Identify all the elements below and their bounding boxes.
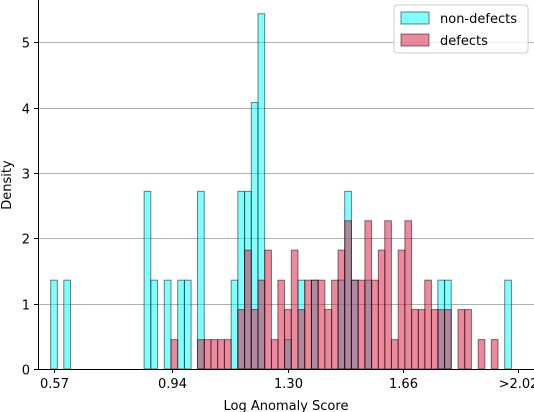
bar-defects (437, 309, 446, 370)
y-tick-label: 4 (22, 103, 30, 118)
bar-defects (457, 309, 466, 370)
bar-defects (411, 309, 419, 370)
bar-defects (203, 339, 212, 370)
bar-non-defects (143, 190, 152, 370)
legend-swatch-defects (400, 33, 430, 47)
bar-defects (297, 309, 306, 370)
bar-defects (464, 309, 472, 370)
bar-defects (304, 279, 312, 370)
bar-defects (317, 279, 326, 370)
bar-defects (344, 220, 352, 370)
bar-defects (217, 339, 225, 370)
bar-defects (264, 249, 272, 370)
bar-non-defects (63, 279, 71, 370)
axis-ticks: 0 1 2 3 4 5 0.57 0.94 1.30 1.66 >2.02 (22, 37, 534, 393)
bar-non-defects (150, 279, 159, 370)
bar-defects (244, 249, 252, 370)
bar-defects (324, 309, 333, 370)
bar-non-defects (177, 279, 185, 370)
bar-defects (350, 279, 359, 370)
y-tick-label: 1 (22, 299, 30, 314)
bar-defects (290, 249, 299, 370)
legend: non-defects defects (393, 4, 529, 54)
x-tick-label: 1.66 (389, 377, 418, 392)
bar-defects (417, 309, 426, 370)
bar-non-defects (230, 279, 239, 370)
bar-defects (331, 279, 339, 370)
bar-defects (197, 339, 205, 370)
y-tick-label: 3 (22, 168, 30, 183)
bar-defects (384, 220, 392, 370)
bar-defects (223, 339, 232, 370)
bar-defects (390, 339, 399, 370)
y-tick-label: 0 (22, 364, 30, 379)
bar-non-defects (50, 279, 58, 370)
bar-defects (357, 279, 366, 370)
bar-defects (284, 309, 292, 370)
bar-defects (250, 309, 259, 370)
bar-defects (364, 220, 373, 370)
bar-non-defects (163, 279, 172, 370)
bar-defects (237, 309, 246, 370)
x-tick-label: 0.57 (40, 377, 69, 392)
axes (38, 0, 534, 370)
bar-non-defects (183, 279, 192, 370)
bar-defects (337, 249, 346, 370)
bar-defects (310, 279, 319, 370)
grid-lines (38, 42, 534, 305)
bar-defects (430, 309, 439, 370)
bar-defects (444, 309, 452, 370)
bar-defects (397, 249, 406, 370)
x-tick-label: >2.02 (499, 377, 534, 392)
bar-defects (377, 249, 386, 370)
x-tick-label: 0.94 (158, 377, 187, 392)
bar-defects (270, 339, 279, 370)
legend-label-defects: defects (440, 34, 488, 49)
bar-non-defects (504, 279, 512, 370)
bar-defects (170, 339, 179, 370)
legend-label-non-defects: non-defects (440, 12, 517, 27)
x-tick-label: 1.30 (274, 377, 303, 392)
bar-defects (490, 339, 499, 370)
y-tick-label: 5 (22, 37, 30, 52)
bar-defects (477, 339, 486, 370)
x-axis-label: Log Anomaly Score (224, 399, 349, 412)
bar-defects (210, 339, 219, 370)
bar-defects (371, 279, 379, 370)
bar-defects (424, 279, 432, 370)
bar-defects (257, 279, 266, 370)
y-tick-label: 2 (22, 233, 30, 248)
y-axis-label: Density (0, 160, 15, 210)
histogram-bars (50, 13, 512, 370)
legend-swatch-non-defects (400, 11, 430, 25)
bar-defects (404, 220, 413, 370)
bar-defects (277, 279, 286, 370)
